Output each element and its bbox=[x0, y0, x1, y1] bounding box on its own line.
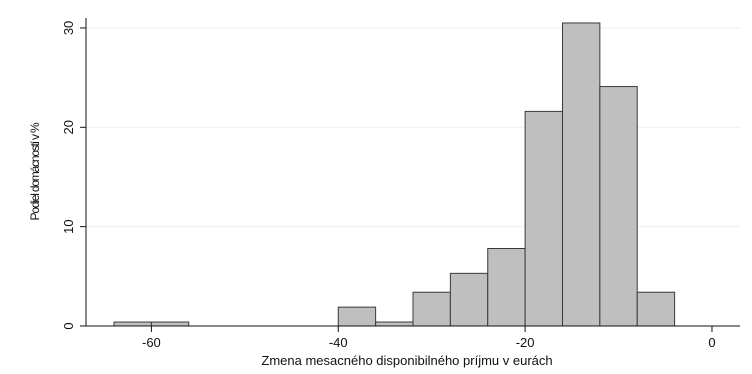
histogram-bars bbox=[113, 22, 676, 327]
x-axis-ticks: -60 -40 -20 0 bbox=[142, 326, 716, 350]
histogram-bar bbox=[561, 22, 601, 327]
y-tick-label: 10 bbox=[61, 219, 76, 233]
histogram-bar bbox=[150, 321, 190, 327]
histogram-bar bbox=[599, 86, 638, 327]
axes bbox=[85, 18, 740, 327]
y-tick-label: 0 bbox=[61, 322, 76, 329]
histogram-bar bbox=[337, 306, 377, 327]
histogram-bar bbox=[449, 272, 489, 327]
histogram-bar bbox=[113, 321, 152, 327]
y-tick-label: 20 bbox=[61, 120, 76, 134]
y-tick-label: 30 bbox=[61, 21, 76, 35]
histogram-bar bbox=[636, 291, 676, 327]
y-axis-ticks: 0 10 20 30 bbox=[61, 21, 86, 330]
x-tick-label: -60 bbox=[142, 335, 161, 350]
histogram-bar bbox=[375, 321, 414, 327]
y-axis-title: Podiel domácností v % bbox=[28, 122, 42, 220]
histogram-bar bbox=[487, 248, 526, 327]
x-tick-label: 0 bbox=[708, 335, 715, 350]
x-axis-title: Zmena mesacného disponibilného príjmu v … bbox=[261, 353, 552, 368]
x-tick-label: -40 bbox=[329, 335, 348, 350]
histogram-bar bbox=[412, 291, 451, 327]
x-tick-label: -20 bbox=[516, 335, 535, 350]
histogram-bar bbox=[524, 110, 563, 327]
